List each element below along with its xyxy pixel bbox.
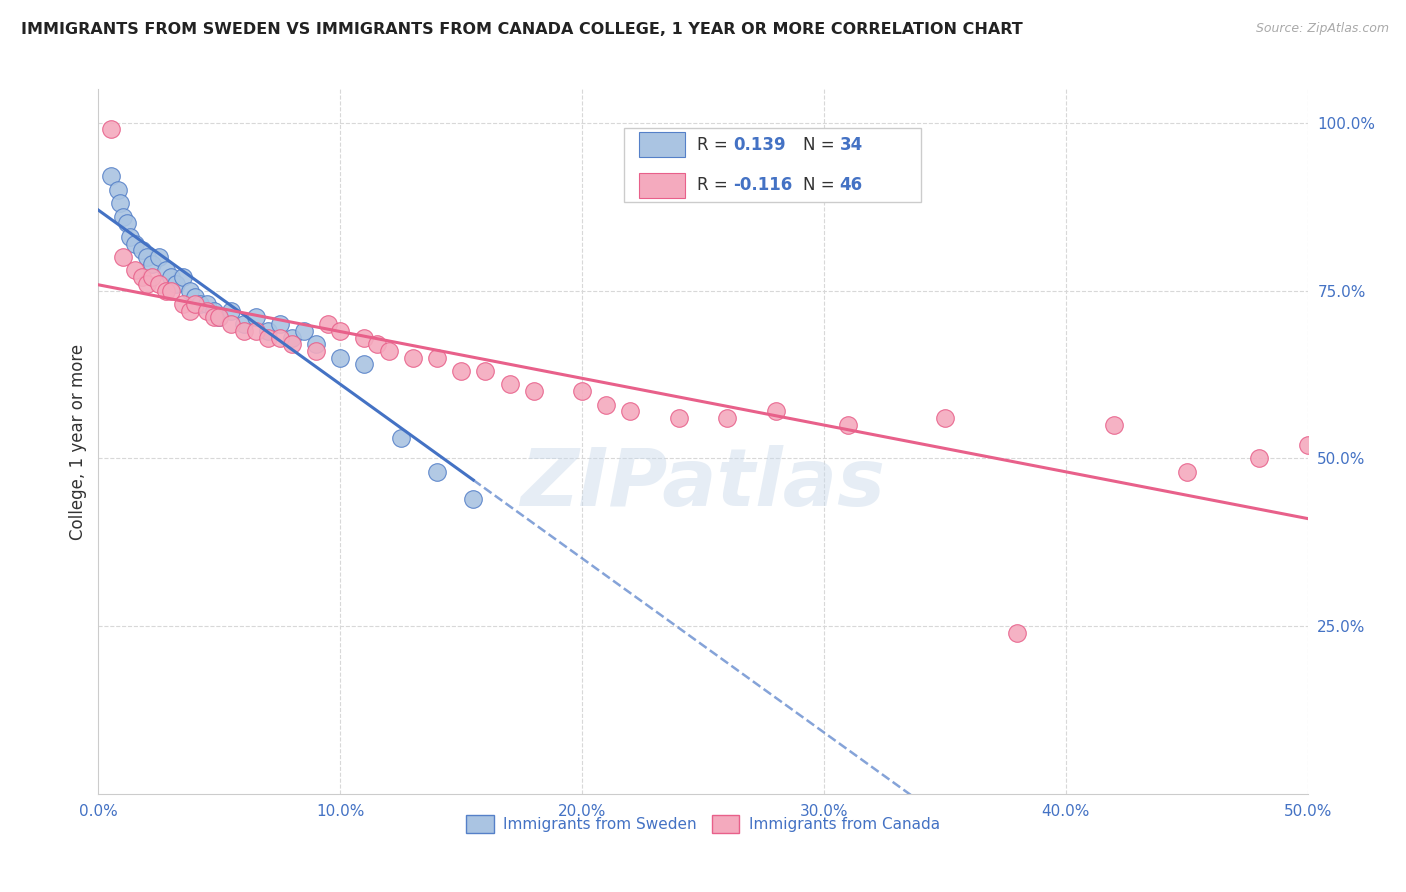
Text: Source: ZipAtlas.com: Source: ZipAtlas.com xyxy=(1256,22,1389,36)
Point xyxy=(245,310,267,325)
Point xyxy=(155,263,177,277)
Text: R =: R = xyxy=(697,136,733,153)
Point xyxy=(232,324,254,338)
Point xyxy=(269,330,291,344)
Point xyxy=(117,216,139,230)
Point xyxy=(837,417,859,432)
Point xyxy=(269,317,291,331)
Point xyxy=(281,337,304,351)
FancyBboxPatch shape xyxy=(638,173,685,198)
Point xyxy=(463,491,485,506)
Point xyxy=(402,351,425,365)
Text: 46: 46 xyxy=(839,177,863,194)
Point xyxy=(124,263,146,277)
Text: -0.116: -0.116 xyxy=(734,177,793,194)
Point xyxy=(221,317,243,331)
Point xyxy=(353,330,375,344)
Point xyxy=(1296,438,1319,452)
Point xyxy=(179,303,201,318)
Point xyxy=(1175,465,1198,479)
Point xyxy=(329,351,352,365)
Point xyxy=(100,169,122,184)
Point xyxy=(1249,451,1271,466)
Text: N =: N = xyxy=(803,136,841,153)
Point xyxy=(595,398,617,412)
Point xyxy=(131,270,153,285)
Text: 34: 34 xyxy=(839,136,863,153)
Point xyxy=(256,330,278,344)
Point xyxy=(316,317,339,331)
Point xyxy=(204,303,226,318)
Point xyxy=(118,230,141,244)
Point xyxy=(366,337,388,351)
Point xyxy=(188,297,211,311)
Point xyxy=(245,324,267,338)
Point xyxy=(934,411,956,425)
Point xyxy=(1007,625,1029,640)
Legend: Immigrants from Sweden, Immigrants from Canada: Immigrants from Sweden, Immigrants from … xyxy=(460,809,946,839)
Point xyxy=(426,465,449,479)
Y-axis label: College, 1 year or more: College, 1 year or more xyxy=(69,343,87,540)
Point xyxy=(619,404,641,418)
Text: N =: N = xyxy=(803,177,841,194)
Point xyxy=(195,297,218,311)
Text: R =: R = xyxy=(697,177,733,194)
Point xyxy=(377,343,399,358)
Point xyxy=(305,343,328,358)
Point xyxy=(100,122,122,136)
Point xyxy=(148,250,170,264)
Point xyxy=(256,324,278,338)
Point xyxy=(389,431,412,445)
Point xyxy=(141,270,163,285)
Point xyxy=(571,384,593,399)
Point xyxy=(716,411,738,425)
Point xyxy=(179,284,201,298)
Point xyxy=(135,277,157,291)
Point xyxy=(292,324,315,338)
Point xyxy=(426,351,449,365)
Point xyxy=(107,183,129,197)
Point xyxy=(1102,417,1125,432)
Point xyxy=(141,257,163,271)
Text: IMMIGRANTS FROM SWEDEN VS IMMIGRANTS FROM CANADA COLLEGE, 1 YEAR OR MORE CORRELA: IMMIGRANTS FROM SWEDEN VS IMMIGRANTS FRO… xyxy=(21,22,1022,37)
Point xyxy=(523,384,546,399)
FancyBboxPatch shape xyxy=(638,132,685,157)
Point xyxy=(111,210,134,224)
Point xyxy=(450,364,472,378)
Point xyxy=(108,196,131,211)
Point xyxy=(160,284,183,298)
Text: 0.139: 0.139 xyxy=(734,136,786,153)
Point xyxy=(184,290,207,304)
Point xyxy=(208,310,231,325)
Point xyxy=(474,364,496,378)
Point xyxy=(221,303,243,318)
FancyBboxPatch shape xyxy=(624,128,921,202)
Point xyxy=(765,404,787,418)
Point xyxy=(124,236,146,251)
Point xyxy=(208,310,231,325)
Point xyxy=(195,303,218,318)
Point xyxy=(172,270,194,285)
Point xyxy=(353,357,375,371)
Point xyxy=(111,250,134,264)
Point xyxy=(305,337,328,351)
Point xyxy=(131,244,153,258)
Point xyxy=(165,277,187,291)
Point xyxy=(498,377,520,392)
Point xyxy=(172,297,194,311)
Point xyxy=(155,284,177,298)
Point xyxy=(204,310,226,325)
Point xyxy=(232,317,254,331)
Point xyxy=(668,411,690,425)
Point xyxy=(160,270,183,285)
Point xyxy=(281,330,304,344)
Point xyxy=(184,297,207,311)
Point xyxy=(135,250,157,264)
Point xyxy=(148,277,170,291)
Point xyxy=(329,324,352,338)
Text: ZIPatlas: ZIPatlas xyxy=(520,445,886,523)
